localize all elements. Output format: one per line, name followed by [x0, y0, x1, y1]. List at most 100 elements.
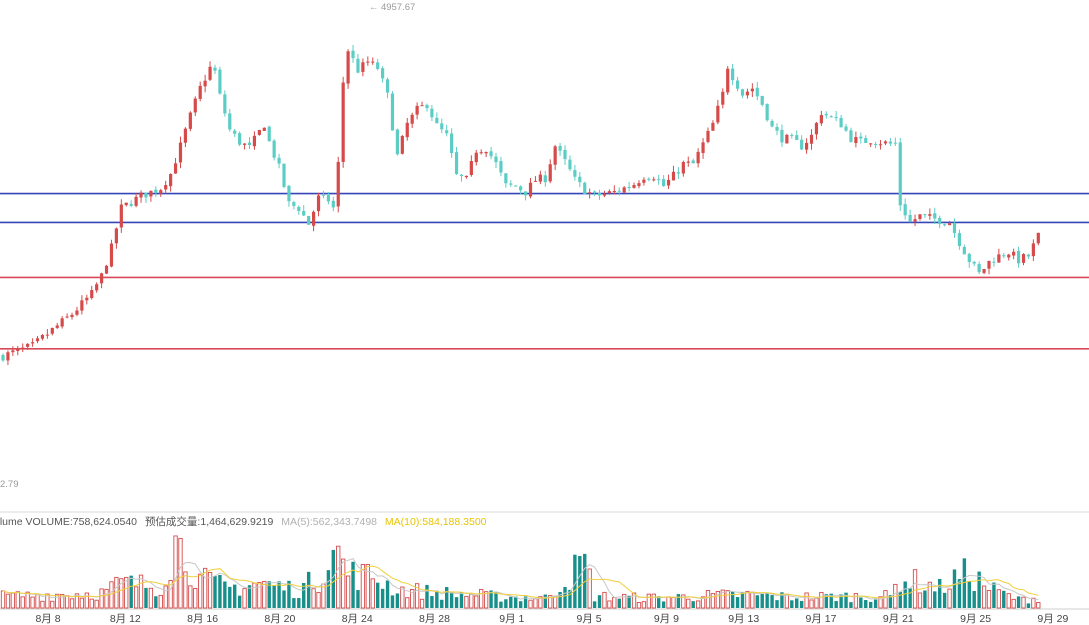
candle-down: [499, 161, 503, 173]
volume-bar-down: [1026, 603, 1031, 608]
ma5-line: [2, 557, 1039, 600]
candle-up: [533, 180, 538, 182]
time-axis-labels: 8月 8 8月 12 8月 16 8月 20 8月 24 8月 28 9月 1 9月 5 9月 …: [35, 613, 1068, 625]
volume-bar-down: [834, 601, 838, 608]
volume-bar-down: [449, 591, 454, 608]
volume-bar-up: [686, 598, 691, 609]
volume-bar-up: [252, 582, 257, 609]
candle-up: [316, 195, 321, 212]
candle-down: [326, 195, 330, 202]
volume-bar-down: [573, 554, 577, 608]
volume-bar-up: [414, 583, 420, 609]
candle-down: [962, 246, 966, 255]
candle-down: [824, 113, 828, 116]
candle-up: [711, 122, 715, 131]
volume-bar-up: [360, 564, 366, 609]
candle-down: [450, 133, 454, 154]
volume-bar-up: [671, 597, 676, 609]
candle-down: [740, 89, 745, 96]
volume-bar-up: [40, 600, 45, 609]
candle-down: [489, 151, 493, 157]
candle-down: [691, 160, 695, 164]
volume-bar-up: [104, 588, 109, 609]
volume-bar-down: [440, 599, 444, 608]
volume-bar-up: [853, 593, 859, 609]
volume-bar-up: [947, 588, 952, 609]
volume-bar-down: [755, 595, 759, 608]
candle-down: [282, 163, 286, 187]
volume-bar-up: [725, 590, 730, 609]
candle-up: [6, 352, 10, 361]
candle-up: [80, 300, 84, 311]
volume-bar-down: [247, 585, 252, 608]
volume-bar-up: [25, 591, 30, 609]
candle-down: [662, 179, 666, 187]
volume-bar-down: [952, 569, 957, 608]
volume-bar-up: [188, 585, 193, 609]
candle-up: [35, 338, 40, 342]
x-tick-label: 8月 20: [264, 613, 295, 625]
volume-bar-up: [45, 593, 50, 609]
candle-up: [169, 174, 173, 187]
volume-bar-up: [163, 585, 168, 609]
volume-bar-down: [972, 591, 976, 608]
candle-down: [903, 204, 907, 216]
candle-up: [208, 66, 212, 80]
volume-bar-down: [795, 598, 799, 608]
candle-down: [218, 69, 222, 94]
volume-bar-down: [864, 600, 868, 608]
volume-bar-up: [138, 574, 144, 609]
volume-bar-down: [435, 590, 439, 608]
volume-bar-up: [341, 558, 346, 609]
candle-down: [430, 108, 434, 118]
candle-down: [272, 140, 276, 158]
candle-down: [834, 116, 838, 118]
candle-up: [464, 175, 469, 178]
volume-bar-up: [55, 593, 60, 609]
volume-bar-down: [237, 595, 242, 608]
candle-down: [267, 126, 271, 142]
candle-up: [415, 105, 419, 115]
volume-bar-up: [784, 593, 790, 609]
volume-bar-down: [868, 601, 873, 608]
candle-up: [588, 192, 592, 194]
candle-up: [548, 164, 552, 182]
volume-bar-up: [257, 582, 262, 609]
candle-down: [351, 50, 355, 59]
candle-down: [440, 123, 444, 130]
candle-up: [203, 80, 207, 87]
volume-bar-up: [400, 586, 405, 609]
volume-bar-up: [587, 568, 592, 609]
volume-bar-up: [1006, 593, 1011, 609]
volume-bar-up: [538, 596, 543, 609]
volume-bar-down: [676, 594, 681, 608]
candle-up: [804, 142, 809, 150]
candle-up: [785, 134, 789, 144]
x-tick-label: 8月 24: [342, 613, 373, 625]
volume-bar-up: [636, 602, 642, 609]
volume-bar-up: [1021, 596, 1026, 609]
candle-down: [238, 133, 242, 145]
candle-up: [632, 184, 636, 188]
volume-bar-down: [306, 571, 311, 608]
candle-down: [445, 130, 449, 134]
candle-up: [883, 141, 888, 144]
volume-bar-down: [297, 598, 301, 608]
volume-bar-up: [607, 600, 612, 609]
candle-up: [95, 284, 99, 291]
volume-bar-down: [499, 601, 503, 608]
volume-bar-up: [178, 537, 183, 609]
candle-down: [893, 142, 897, 144]
volume-bar-up: [20, 596, 25, 609]
volume-bar-down: [425, 584, 429, 608]
x-tick-label: 9月 21: [883, 613, 914, 625]
x-tick-label: 8月 16: [187, 613, 218, 625]
volume-bar-up: [927, 581, 932, 609]
volume-bar-up: [720, 589, 725, 609]
candle-down: [144, 192, 148, 198]
volume-bar-down: [873, 599, 878, 608]
volume-bar-up: [405, 597, 410, 609]
candle-up: [361, 62, 365, 72]
candle-down: [972, 261, 976, 264]
volume-bar-down: [302, 583, 306, 608]
